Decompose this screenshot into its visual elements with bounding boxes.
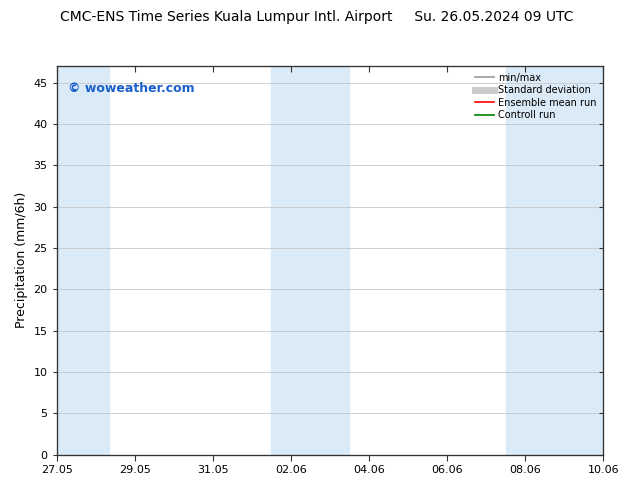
- Text: CMC-ENS Time Series Kuala Lumpur Intl. Airport     Su. 26.05.2024 09 UTC: CMC-ENS Time Series Kuala Lumpur Intl. A…: [60, 10, 574, 24]
- Bar: [545, 66, 603, 455]
- Legend: min/max, Standard deviation, Ensemble mean run, Controll run: min/max, Standard deviation, Ensemble me…: [470, 69, 600, 124]
- Bar: [505, 66, 545, 455]
- Bar: [311, 66, 349, 455]
- Bar: [56, 66, 110, 455]
- Y-axis label: Precipitation (mm/6h): Precipitation (mm/6h): [15, 192, 28, 328]
- Bar: [271, 66, 311, 455]
- Text: © woweather.com: © woweather.com: [68, 82, 194, 95]
